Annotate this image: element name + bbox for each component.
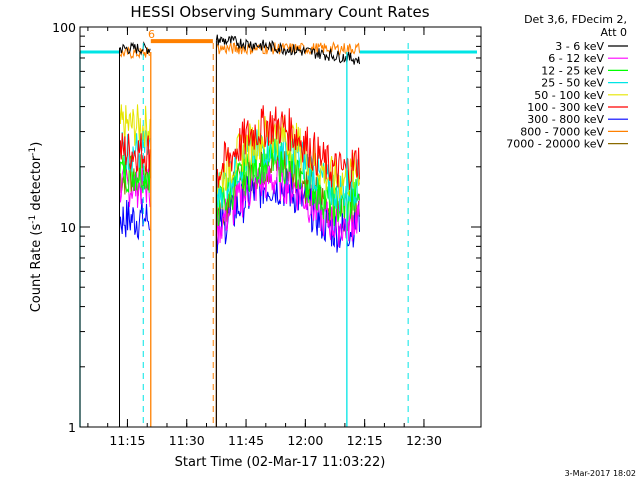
legend-label-6: 300 - 800 keV (527, 113, 604, 126)
plot-frame (79, 26, 482, 428)
series-6to12keV-seg2 (215, 160, 360, 248)
chart-title: HESSI Observing Summary Count Rates (130, 3, 429, 21)
series-12to25keV-seg0 (119, 154, 151, 194)
series-100to300keV-seg2 (215, 105, 360, 190)
x-tick-label-1: 11:30 (169, 433, 205, 448)
y-tick-label-2: 100 (52, 20, 76, 35)
y-tick-label-0: 1 (68, 420, 76, 435)
annotation-label: 6 (148, 28, 155, 41)
x-tick-label-5: 12:30 (406, 433, 442, 448)
axes: 11:15 11:30 11:45 12:00 12:15 12:30 1 10 100 (52, 20, 481, 448)
legend-label-2: 12 - 25 keV (541, 64, 604, 77)
series-300to800keV-seg0 (119, 198, 151, 241)
series-800to7000keV-seg0 (119, 46, 151, 60)
x-tick-label-3: 12:00 (287, 433, 323, 448)
legend-header-1: Det 3,6, FDecim 2, (524, 13, 627, 26)
y-axis-label: Count Rate (s-1 detector-1) (28, 142, 44, 313)
series-800to7000keV-seg2 (215, 41, 360, 56)
series-100to300keV-seg0 (119, 132, 151, 174)
series-3to6keV-seg2 (215, 34, 360, 65)
series-3to6keV-seg0 (119, 41, 151, 56)
legend-label-8: 7000 - 20000 keV (506, 138, 604, 151)
footer-timestamp: 3-Mar-2017 18:02 (565, 469, 636, 478)
x-tick-label-4: 12:15 (347, 433, 383, 448)
legend-label-3: 25 - 50 keV (541, 77, 604, 90)
x-tick-label-2: 11:45 (228, 433, 264, 448)
x-tick-label-0: 11:15 (109, 433, 145, 448)
series-layer (80, 34, 477, 427)
legend-label-0: 3 - 6 keV (555, 40, 604, 53)
legend-label-7: 800 - 7000 keV (520, 125, 604, 138)
legend-label-4: 50 - 100 keV (534, 89, 604, 102)
legend-label-5: 100 - 300 keV (527, 101, 604, 114)
legend-label-1: 6 - 12 keV (548, 52, 604, 65)
legend-header-2: Att 0 (601, 26, 627, 39)
x-axis-label: Start Time (02-Mar-17 11:03:22) (175, 455, 386, 470)
y-tick-label-1: 10 (60, 220, 76, 235)
